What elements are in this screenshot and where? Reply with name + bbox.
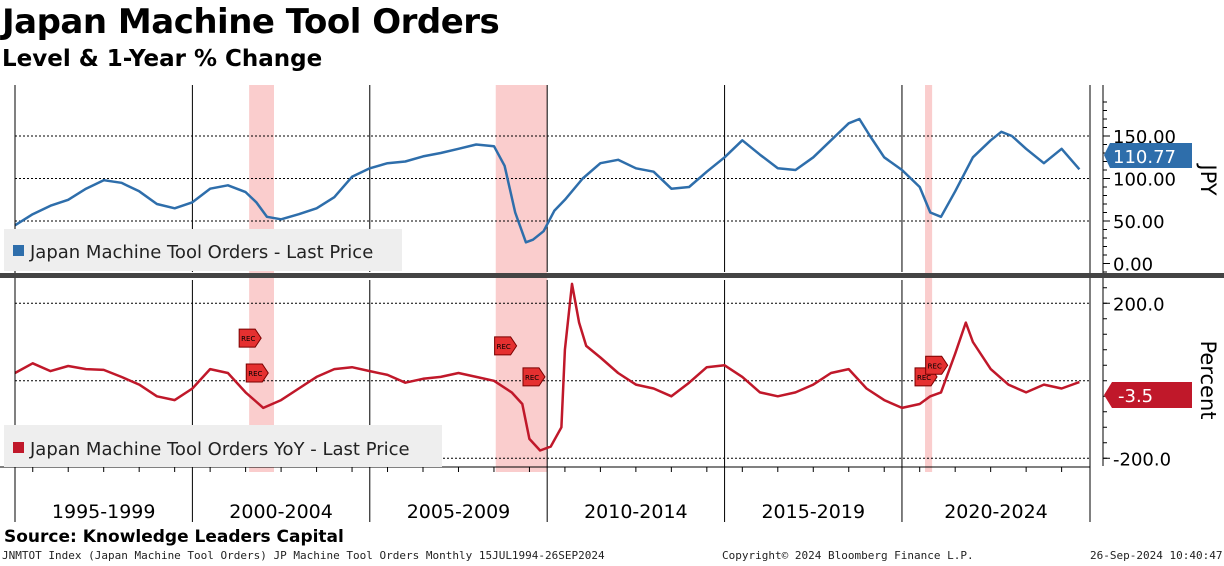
rec-marker-label-4: REC <box>917 374 931 382</box>
rec-marker-shape-1 <box>245 363 269 383</box>
rec-marker-0: REC <box>238 328 262 348</box>
rec-marker-label-1: REC <box>248 370 262 378</box>
recession-band-0 <box>249 85 274 472</box>
level-legend: Japan Machine Tool Orders - Last Price <box>4 229 402 271</box>
level-last-value-label: 110.77 <box>1113 147 1176 168</box>
series-lines <box>14 117 1081 452</box>
yoy-legend: Japan Machine Tool Orders YoY - Last Pri… <box>4 425 442 467</box>
rec-marker-1: REC <box>245 363 269 383</box>
panel-separator <box>0 273 1224 278</box>
yoy-ytick-label-1: 200.0 <box>1113 294 1165 315</box>
recession-band-2 <box>925 85 933 472</box>
chart-title: Japan Machine Tool Orders <box>2 2 500 42</box>
rec-marker-shape-3 <box>522 367 546 387</box>
level-ytick-label-0: 0.00 <box>1113 255 1153 276</box>
yoy-last-value: -3.5 <box>1104 382 1192 408</box>
recession-shading <box>249 85 933 472</box>
rec-marker-shape-2 <box>494 336 518 356</box>
yoy-series-line <box>14 282 1080 452</box>
level-legend-label: Japan Machine Tool Orders - Last Price <box>29 242 373 263</box>
yoy-axis-title: Percent <box>1196 340 1220 419</box>
rec-marker-label-2: REC <box>497 343 511 351</box>
rec-marker-shape-0 <box>238 328 262 348</box>
x-period-label-0: 1995-1999 <box>52 501 156 523</box>
chart-subtitle: Level & 1-Year % Change <box>2 46 323 72</box>
x-period-label-3: 2010-2014 <box>584 501 688 523</box>
yoy-legend-label: Japan Machine Tool Orders YoY - Last Pri… <box>29 439 410 460</box>
level-last-value: 110.77 <box>1104 143 1192 168</box>
rec-marker-3: REC <box>522 367 546 387</box>
x-period-label-1: 2000-2004 <box>229 501 333 523</box>
footer-index-info: JNMTOT Index (Japan Machine Tool Orders)… <box>2 549 605 562</box>
rec-marker-5: REC <box>925 355 949 375</box>
axes: 0.00 50.00 100.00 150.00 -200.0 200.0 1995-199… <box>0 85 1224 523</box>
level-ytick-label-3: 150.00 <box>1113 127 1176 148</box>
footer-timestamp: 26-Sep-2024 10:40:47 <box>1090 549 1223 562</box>
rec-marker-label-5: REC <box>928 362 942 370</box>
rec-marker-label-3: REC <box>525 374 539 382</box>
level-last-value-tag <box>1104 143 1192 168</box>
x-period-label-2: 2005-2009 <box>407 501 511 523</box>
rec-markers: REC REC REC REC REC REC <box>238 328 949 387</box>
x-period-label-5: 2020-2024 <box>944 501 1048 523</box>
level-legend-box <box>4 229 402 271</box>
yoy-last-value-tag <box>1104 382 1192 408</box>
level-series-line <box>14 117 1081 244</box>
footer-copyright: Copyright© 2024 Bloomberg Finance L.P. <box>722 549 974 562</box>
rec-marker-label-0: REC <box>241 335 255 343</box>
source-note: Source: Knowledge Leaders Capital <box>4 527 344 547</box>
grid-lines <box>15 85 1090 522</box>
level-ytick-label-1: 50.00 <box>1113 212 1165 233</box>
level-axis-title: JPY <box>1196 162 1220 195</box>
recession-band-1 <box>495 85 548 472</box>
yoy-ytick-label-0: -200.0 <box>1113 449 1171 470</box>
rec-marker-shape-5 <box>925 355 949 375</box>
yoy-last-value-label: -3.5 <box>1118 386 1153 407</box>
level-legend-swatch <box>13 245 24 256</box>
yoy-legend-swatch <box>13 442 24 453</box>
level-ytick-label-2: 100.00 <box>1113 170 1176 191</box>
yoy-legend-box <box>4 425 442 467</box>
x-period-label-4: 2015-2019 <box>761 501 865 523</box>
rec-marker-2: REC <box>494 336 518 356</box>
